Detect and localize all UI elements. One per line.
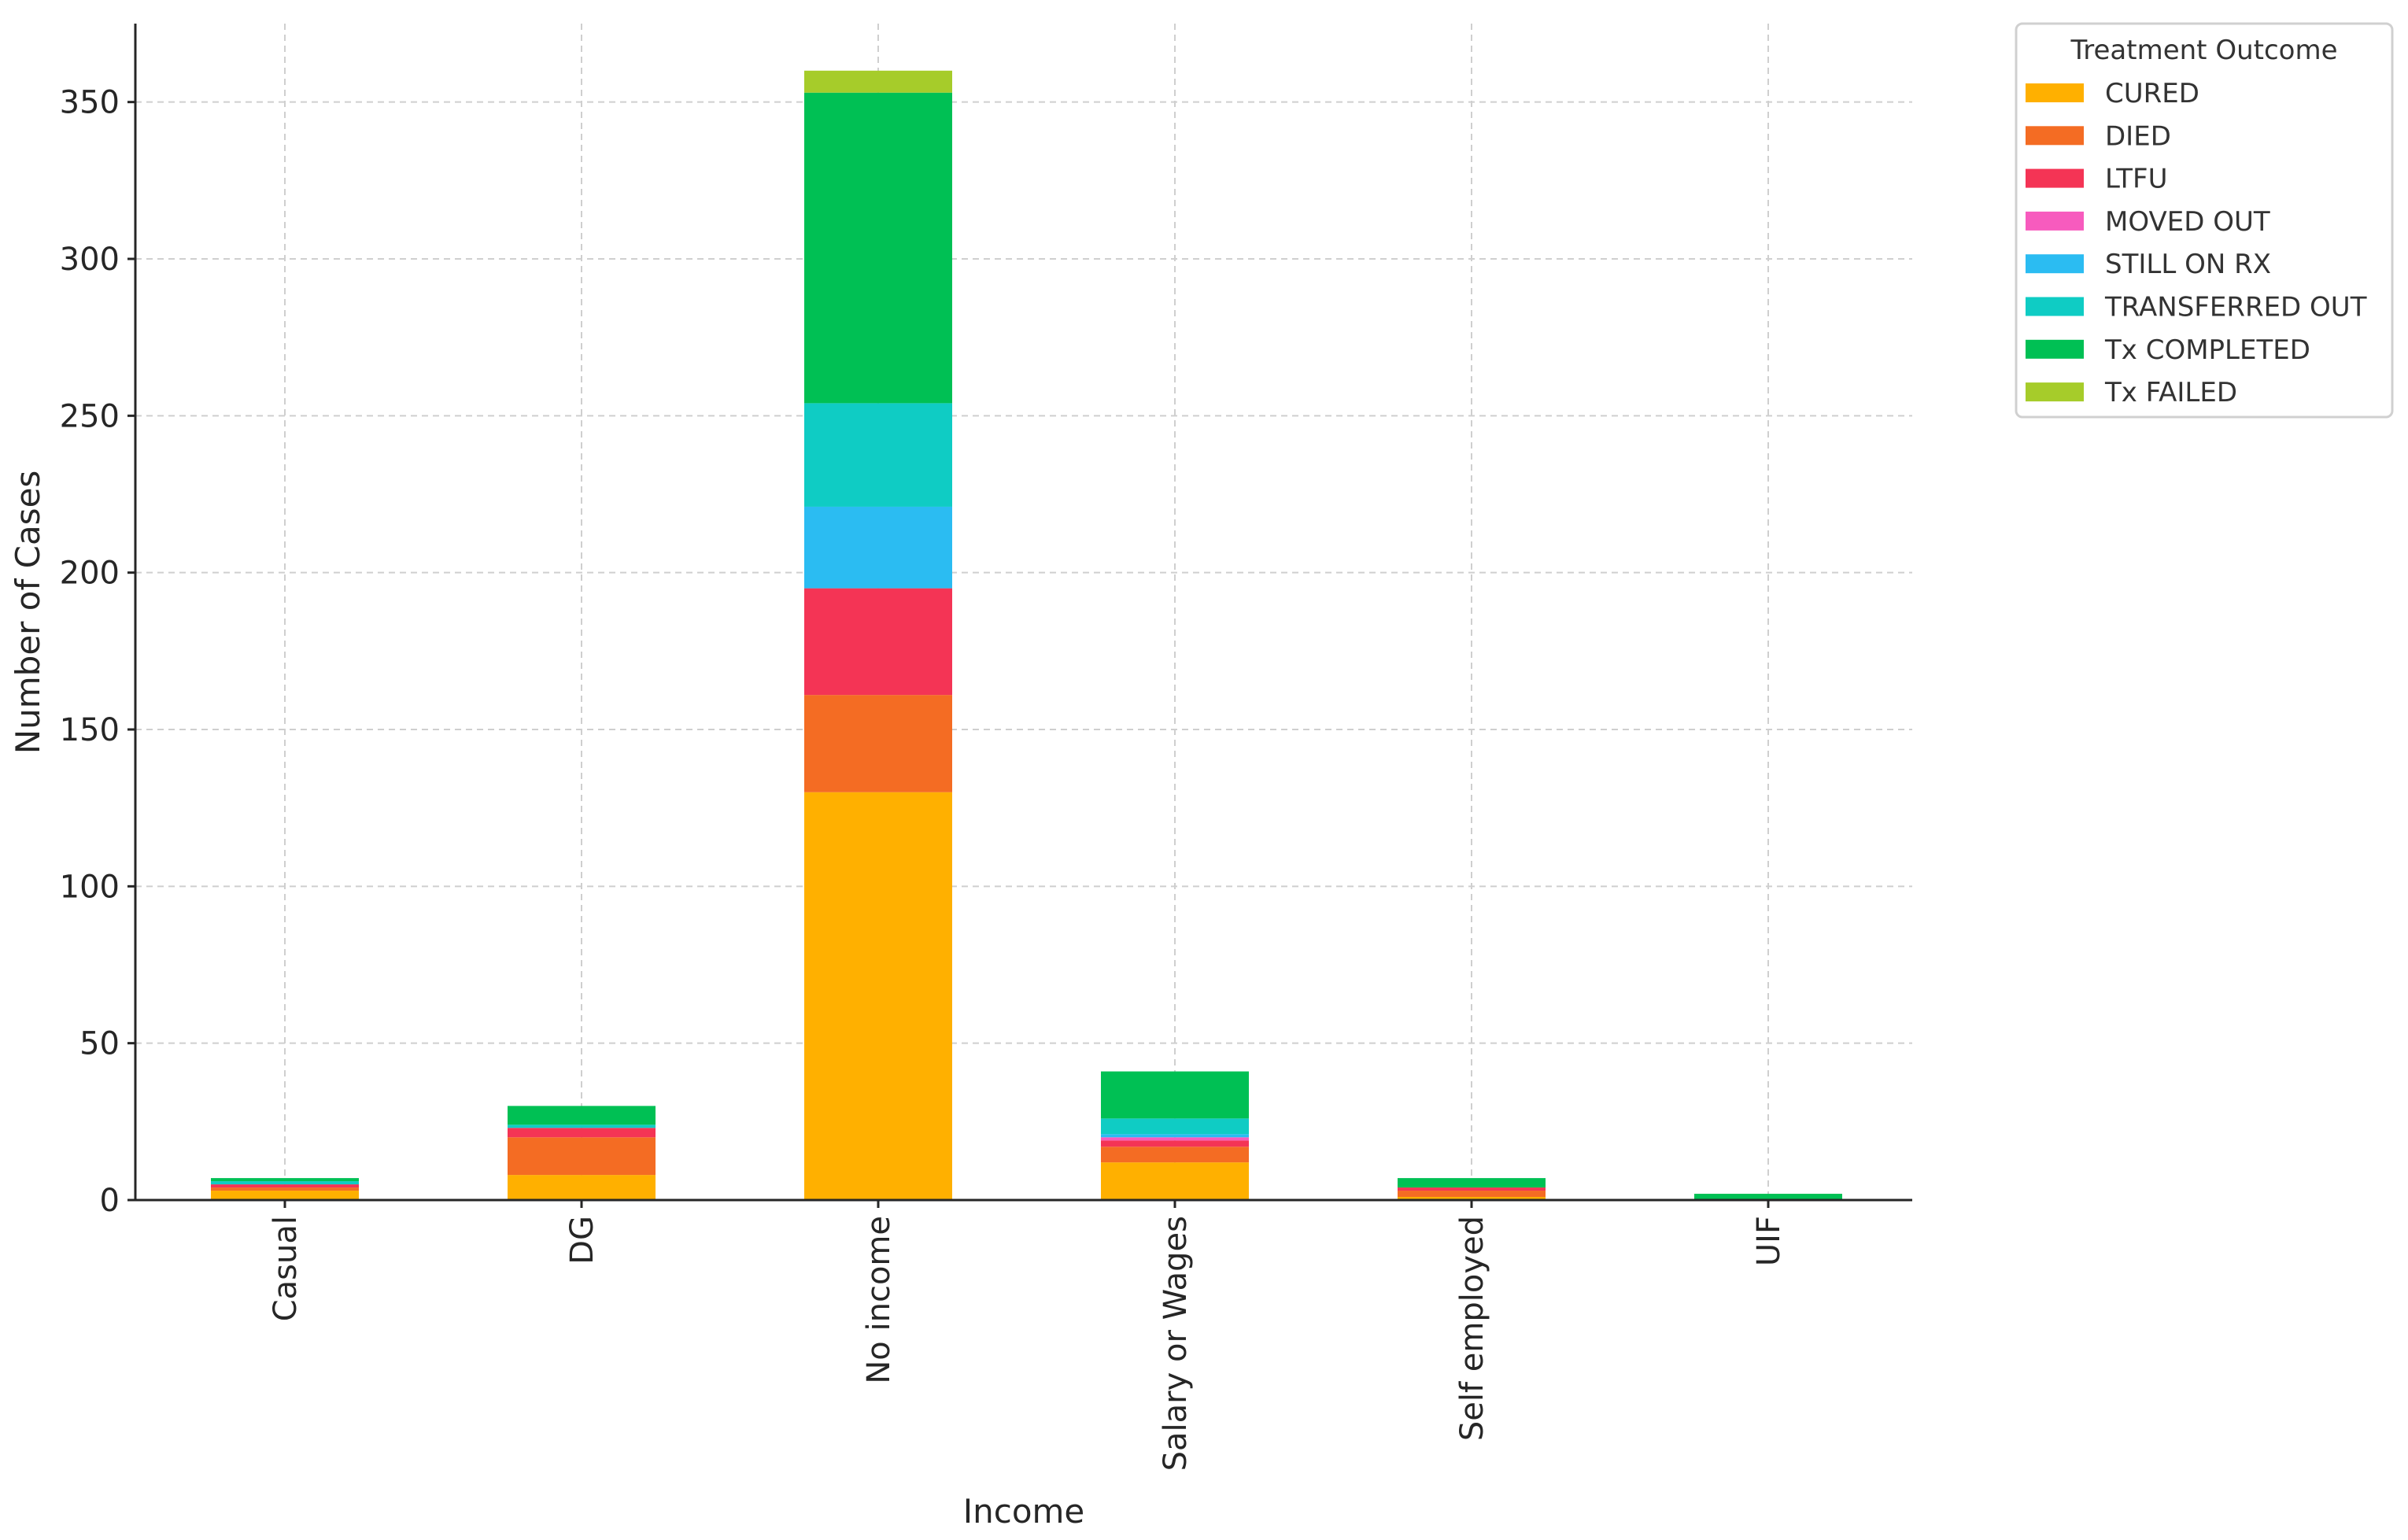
bar-segment bbox=[1398, 1187, 1546, 1191]
bar-segment bbox=[1101, 1137, 1249, 1141]
legend-label: MOVED OUT bbox=[2105, 206, 2270, 238]
bar-segment bbox=[1398, 1197, 1546, 1200]
y-tick-label: 300 bbox=[60, 242, 120, 278]
y-tick-label: 250 bbox=[60, 398, 120, 434]
bar-segment bbox=[1398, 1191, 1546, 1198]
bar-segment bbox=[804, 506, 952, 589]
y-tick-label: 0 bbox=[100, 1183, 120, 1219]
bar-segment bbox=[211, 1178, 359, 1182]
legend-swatch bbox=[2026, 382, 2084, 402]
bar-segment bbox=[804, 403, 952, 507]
legend-label: DIED bbox=[2105, 120, 2171, 152]
bar-segment bbox=[804, 792, 952, 1200]
bar-segment bbox=[804, 588, 952, 696]
y-tick-label: 100 bbox=[60, 869, 120, 905]
legend-title: Treatment Outcome bbox=[2070, 35, 2338, 66]
bar-segment bbox=[1101, 1118, 1249, 1135]
bar-segment bbox=[804, 92, 952, 404]
bar-segment bbox=[1694, 1194, 1842, 1200]
bar-segment bbox=[508, 1125, 656, 1128]
legend-label: LTFU bbox=[2105, 164, 2167, 195]
bar-segment bbox=[1101, 1134, 1249, 1138]
legend-swatch bbox=[2026, 211, 2084, 231]
bar-segment bbox=[1101, 1140, 1249, 1147]
legend-items: CURED DIED LTFU MOVED OUT STILL ON RX TRANSFE… bbox=[2026, 78, 2367, 408]
legend-label: TRANSFERRED OUT bbox=[2104, 292, 2367, 323]
bar-segment bbox=[1101, 1071, 1249, 1119]
legend: Treatment Outcome CURED DIED LTFU MOVED OUT… bbox=[2015, 22, 2394, 419]
bar-segment bbox=[804, 70, 952, 93]
bar-segment bbox=[211, 1191, 359, 1200]
legend-swatch bbox=[2026, 83, 2084, 102]
x-tick-label: Salary or Wages bbox=[1158, 1216, 1194, 1471]
x-tick-label: Casual bbox=[268, 1216, 304, 1321]
x-tick-label: UIF bbox=[1751, 1216, 1787, 1266]
bar-segment bbox=[508, 1175, 656, 1200]
bars bbox=[211, 70, 1842, 1200]
y-tick-label: 150 bbox=[60, 712, 120, 748]
legend-swatch bbox=[2026, 168, 2084, 188]
y-tick-label: 350 bbox=[60, 85, 120, 121]
bar-segment bbox=[1101, 1147, 1249, 1163]
x-tick-label: Self employed bbox=[1454, 1216, 1490, 1441]
legend-label: Tx COMPLETED bbox=[2104, 334, 2310, 366]
x-axis-label: Income bbox=[963, 1492, 1085, 1531]
legend-swatch bbox=[2026, 339, 2084, 359]
legend-label: Tx FAILED bbox=[2104, 377, 2237, 408]
y-ticks: 0 50 100 150 200 250 300 350 bbox=[60, 85, 135, 1219]
grid-lines bbox=[135, 24, 1912, 1201]
bar-segment bbox=[508, 1106, 656, 1125]
x-tick-label: No income bbox=[861, 1216, 897, 1384]
legend-swatch bbox=[2026, 297, 2084, 316]
legend-swatch bbox=[2026, 254, 2084, 274]
legend-label: STILL ON RX bbox=[2105, 249, 2271, 280]
legend-label: CURED bbox=[2105, 78, 2199, 109]
y-axis-label: Number of Cases bbox=[9, 471, 47, 755]
bar-segment bbox=[211, 1184, 359, 1188]
bar-segment bbox=[508, 1137, 656, 1176]
legend-frame bbox=[2015, 22, 2394, 419]
x-ticks: Casual DG No income Salary or Wages Self emp… bbox=[268, 1200, 1787, 1471]
axes bbox=[134, 24, 1912, 1202]
y-tick-label: 50 bbox=[79, 1026, 120, 1062]
bar-segment bbox=[1101, 1162, 1249, 1200]
bar-segment bbox=[1398, 1178, 1546, 1188]
bar-segment bbox=[211, 1181, 359, 1185]
legend-swatch bbox=[2026, 126, 2084, 146]
bar-segment bbox=[804, 695, 952, 792]
x-tick-label: DG bbox=[564, 1216, 600, 1265]
bar-segment bbox=[211, 1187, 359, 1191]
bar-segment bbox=[508, 1128, 656, 1138]
y-tick-label: 200 bbox=[60, 556, 120, 592]
